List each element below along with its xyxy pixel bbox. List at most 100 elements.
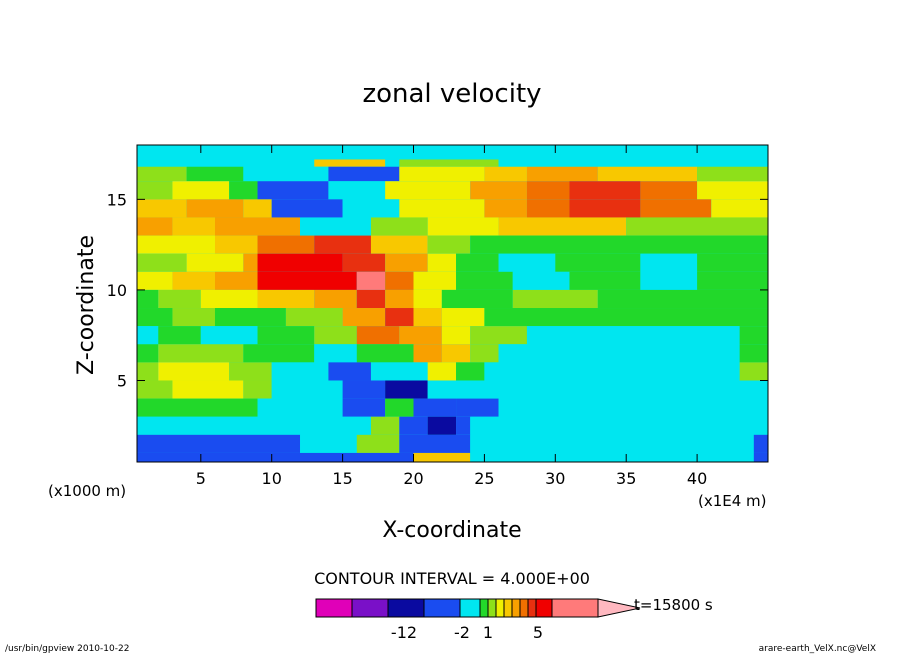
- contour-cell: [470, 416, 768, 435]
- colorbar-segment: [551, 598, 599, 618]
- contour-cell: [158, 326, 201, 345]
- contour-cell: [399, 416, 428, 435]
- contour-cell: [257, 271, 357, 290]
- contour-cell: [370, 235, 428, 254]
- y-tick-label: 5: [117, 371, 127, 390]
- x-tick-label: 40: [687, 469, 707, 488]
- contour-cell: [441, 326, 471, 345]
- contour-cell: [300, 434, 357, 453]
- contour-cell: [385, 181, 471, 200]
- contour-cell: [597, 166, 698, 182]
- contour-cell: [399, 199, 485, 218]
- contour-cell: [427, 362, 457, 381]
- contour-cell: [229, 181, 258, 200]
- contour-cell: [137, 344, 159, 363]
- contour-cell: [243, 380, 272, 399]
- colorbar-segment: [527, 598, 537, 618]
- x-tick-label: 25: [474, 469, 494, 488]
- contour-cell: [342, 199, 400, 218]
- contour-cell: [214, 235, 258, 254]
- contour-cell: [356, 434, 400, 453]
- colorbar-label: -2: [454, 623, 470, 642]
- contour-cell: [342, 308, 386, 327]
- contour-cell: [456, 253, 499, 272]
- contour-cell: [137, 289, 159, 309]
- contour-cell: [356, 289, 386, 309]
- contour-cell: [427, 380, 457, 399]
- contour-cell: [328, 181, 386, 200]
- contour-cell: [413, 344, 442, 363]
- colorbar-segment: [351, 598, 389, 618]
- colorbar-label: 5: [533, 623, 543, 642]
- contour-cell: [385, 380, 428, 399]
- contour-interval-text: CONTOUR INTERVAL = 4.000E+00: [314, 569, 590, 588]
- colorbar-segment: [387, 598, 425, 618]
- contour-cell: [526, 326, 740, 345]
- contour-cell: [172, 308, 215, 327]
- colorbar-segment: [519, 598, 529, 618]
- y-axis: 5 10 15: [107, 190, 768, 390]
- contour-cell: [456, 398, 499, 417]
- contour-cell: [470, 344, 499, 363]
- contour-cell: [456, 380, 768, 399]
- contour-cell: [753, 434, 768, 453]
- contour-cell: [158, 289, 201, 309]
- contour-cell: [137, 308, 173, 327]
- x-tick-label: 5: [196, 469, 206, 488]
- colorbar-label: 1: [483, 623, 493, 642]
- x-tick-label: 35: [616, 469, 636, 488]
- contour-cell: [314, 326, 357, 345]
- plot-frame: [136, 144, 769, 463]
- contour-cell: [640, 271, 698, 290]
- contour-cell: [498, 344, 740, 363]
- contour-cell: [186, 166, 244, 182]
- contour-cell: [385, 289, 414, 309]
- contour-cell: [186, 199, 244, 218]
- contour-cell: [137, 199, 187, 218]
- contour-cell: [285, 308, 343, 327]
- contour-cell: [385, 398, 414, 417]
- contour-cell: [257, 326, 315, 345]
- contour-cell: [214, 217, 301, 236]
- contour-cell: [137, 217, 173, 236]
- contour-cell: [257, 181, 329, 200]
- contour-cell: [370, 362, 428, 381]
- contour-cell: [137, 253, 187, 272]
- contour-cell: [456, 416, 471, 435]
- contour-cell: [484, 166, 527, 182]
- contour-cell: [640, 199, 712, 218]
- colorbar-segment: [511, 598, 521, 618]
- contour-cell: [456, 271, 513, 290]
- contour-cell: [137, 416, 159, 435]
- contour-cell: [526, 199, 570, 218]
- contour-cell: [257, 398, 343, 417]
- contour-cell: [342, 253, 386, 272]
- contour-cell: [137, 452, 414, 462]
- colorbar-segment: [535, 598, 553, 618]
- contour-cell: [456, 362, 485, 381]
- contour-cell: [640, 181, 698, 200]
- contour-cell: [314, 235, 371, 254]
- colorbar-segment: [503, 598, 513, 618]
- y-tick-label: 10: [107, 281, 127, 300]
- contour-cell: [271, 380, 343, 399]
- contour-cell: [484, 199, 527, 218]
- contour-cell: [427, 235, 471, 254]
- contour-cell: [214, 271, 258, 290]
- contour-cell: [257, 253, 343, 272]
- contour-cell: [300, 217, 371, 236]
- contour-cell: [342, 398, 386, 417]
- contour-cell: [484, 308, 768, 327]
- contour-cell: [186, 253, 244, 272]
- contour-cell: [739, 326, 768, 345]
- contour-cell: [200, 289, 258, 309]
- x-tick-label: 10: [262, 469, 282, 488]
- contour-cell: [271, 362, 329, 381]
- y-axis-label: Z-coordinate: [74, 235, 99, 375]
- contour-cell: [441, 308, 485, 327]
- contour-cell: [385, 308, 414, 327]
- contour-cell: [172, 181, 230, 200]
- time-label: t=15800 s: [634, 596, 713, 614]
- contour-cell: [243, 344, 315, 363]
